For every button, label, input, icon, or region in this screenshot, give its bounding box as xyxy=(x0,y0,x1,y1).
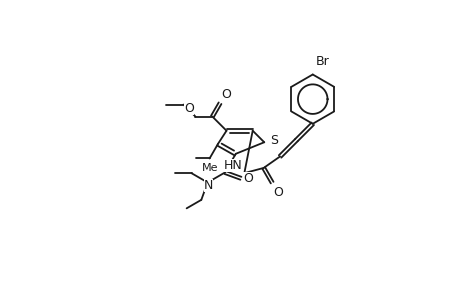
Text: Br: Br xyxy=(315,55,329,68)
Text: O: O xyxy=(184,102,193,115)
Text: N: N xyxy=(203,179,213,192)
Text: O: O xyxy=(273,186,283,199)
Text: O: O xyxy=(220,88,230,101)
Text: Me: Me xyxy=(202,163,218,173)
Text: S: S xyxy=(270,134,278,147)
Text: HN: HN xyxy=(224,159,242,172)
Text: O: O xyxy=(243,172,252,185)
